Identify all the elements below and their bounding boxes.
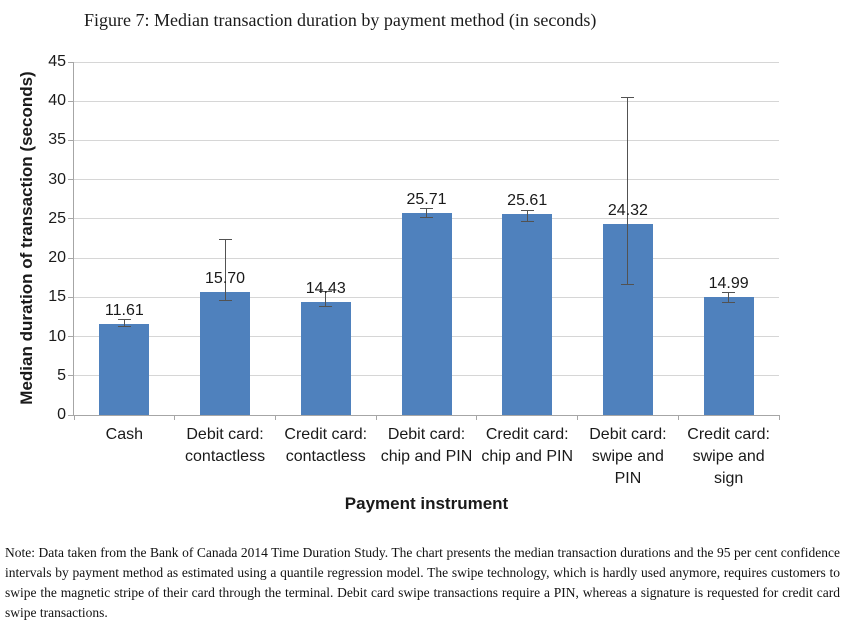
y-tick-label: 10 — [48, 327, 66, 345]
y-tick-label: 45 — [48, 53, 66, 70]
category-label-line: PIN — [614, 470, 642, 487]
x-axis-tick — [577, 415, 579, 420]
data-label: 25.61 — [507, 192, 548, 210]
error-bar-line — [325, 291, 327, 307]
x-axis-tick — [375, 415, 377, 420]
gridline — [74, 179, 779, 181]
data-label: 15.70 — [205, 269, 246, 287]
category-label: Credit card: contactless — [271, 424, 381, 468]
y-axis-tick — [68, 61, 73, 63]
y-axis-tick — [68, 414, 73, 416]
error-bar-line — [426, 208, 427, 218]
x-axis-tick — [73, 415, 75, 420]
x-axis-tick — [476, 415, 478, 420]
error-bar-line — [526, 210, 528, 222]
error-bar-line — [224, 239, 226, 301]
y-axis-title: Median duration of transaction (seconds) — [17, 71, 36, 405]
y-tick-label: 30 — [48, 170, 66, 188]
category-label-line: sign — [713, 470, 744, 487]
y-axis-tick — [68, 139, 73, 141]
y-axis-tick — [68, 375, 73, 377]
bar — [200, 291, 251, 415]
y-axis-tick — [68, 100, 73, 102]
gridline — [74, 100, 779, 102]
error-bar-cap-top — [621, 96, 635, 98]
category-label-line: chip and PIN — [380, 448, 473, 465]
bar — [300, 301, 351, 415]
data-label: 24.32 — [607, 202, 648, 220]
category-label-line: swipe and — [692, 448, 765, 465]
x-axis-title: Payment instrument — [344, 494, 509, 513]
y-axis-line — [73, 62, 74, 416]
error-bar-cap-bottom — [218, 299, 232, 301]
error-bar-cap-top — [722, 292, 736, 294]
x-axis-line — [74, 414, 780, 416]
y-tick-label: 20 — [48, 249, 66, 267]
error-bar-cap-top — [520, 209, 534, 211]
y-axis-tick — [68, 257, 73, 259]
category-label: Credit card: chip and PIN — [472, 424, 582, 468]
figure-note: Note: Data taken from the Bank of Canada… — [5, 545, 840, 620]
category-label-line: Cash — [105, 426, 144, 443]
error-bar-cap-bottom — [520, 220, 534, 222]
category-label: Cash — [69, 424, 179, 446]
y-axis-tick — [68, 336, 73, 338]
error-bar-cap-bottom — [621, 284, 635, 286]
error-bar-line — [627, 97, 629, 285]
y-tick-label: 5 — [57, 366, 66, 384]
category-label-line: Credit card: — [485, 426, 569, 443]
data-label: 14.43 — [305, 279, 346, 297]
error-bar-cap-top — [319, 291, 333, 293]
error-bar-cap-bottom — [722, 301, 736, 303]
category-label-line: contactless — [185, 448, 266, 465]
figure-title: Figure 7: Median transaction duration by… — [84, 10, 597, 30]
category-label-line: Debit card: — [589, 426, 667, 443]
category-label-line: Debit card: — [186, 426, 264, 443]
category-label: Debit card: contactless — [170, 424, 280, 468]
data-label: 14.99 — [708, 275, 749, 293]
error-bar-cap-top — [117, 318, 131, 320]
y-axis-tick — [68, 179, 73, 181]
category-label: Debit card: chip and PIN — [372, 424, 482, 468]
category-label-line: contactless — [285, 448, 366, 465]
x-axis-tick — [677, 415, 679, 420]
plot-area: 0 5 10 15 20 25 30 35 40 45 11.61 15.70 14.43 25.71 25… — [48, 53, 780, 487]
x-axis-tick — [778, 415, 780, 420]
category-label: Debit card: swipe and PIN — [573, 424, 683, 490]
bar — [703, 297, 754, 415]
category-label-line: Credit card: — [687, 426, 770, 443]
y-axis-tick — [68, 218, 73, 220]
category-label-line: chip and PIN — [481, 448, 573, 465]
bar — [99, 323, 150, 415]
x-axis-tick — [174, 415, 176, 420]
error-bar-line — [728, 292, 730, 303]
bar — [502, 214, 553, 415]
error-bar-cap-bottom — [319, 306, 333, 308]
category-label: Credit card: swipe and sign — [674, 424, 784, 490]
error-bar-cap-bottom — [420, 216, 433, 218]
y-axis-tick — [68, 296, 73, 298]
error-bar-line — [123, 319, 125, 327]
y-tick-label: 15 — [48, 288, 66, 306]
error-bar-cap-bottom — [117, 325, 131, 327]
y-tick-label: 40 — [48, 92, 66, 110]
data-label: 25.71 — [406, 191, 447, 209]
error-bar-cap-top — [218, 238, 232, 240]
category-label-line: Debit card: — [387, 426, 466, 443]
gridline — [74, 139, 779, 141]
y-tick-label: 25 — [48, 209, 66, 227]
x-axis-tick — [274, 415, 276, 420]
bar — [401, 213, 452, 415]
y-tick-label: 0 — [57, 406, 66, 423]
category-label-line: Credit card: — [284, 426, 368, 443]
data-label: 11.61 — [104, 301, 144, 319]
gridline — [74, 61, 779, 63]
category-label-line: swipe and — [591, 448, 664, 465]
error-bar-cap-top — [420, 208, 433, 210]
y-tick-label: 35 — [48, 131, 66, 149]
